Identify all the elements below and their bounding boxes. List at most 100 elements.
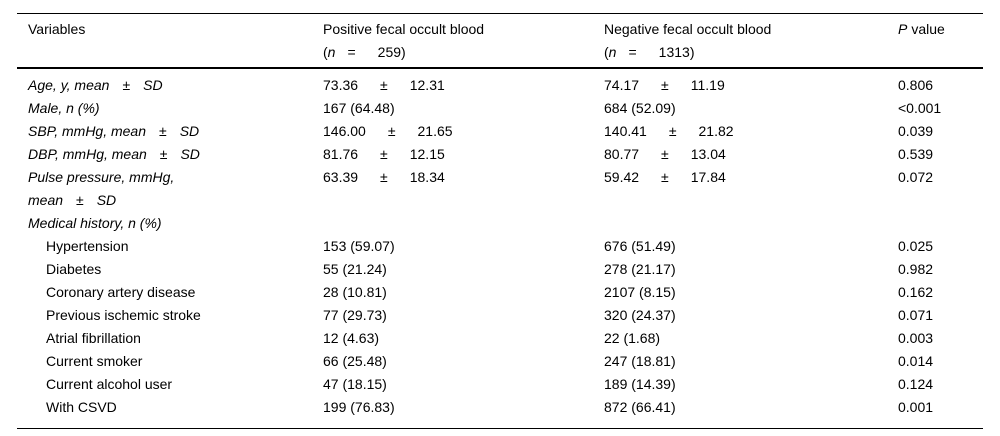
variable-label: Atrial fibrillation [46,330,141,346]
positive-value-cell: 28 (10.81) [323,281,604,304]
p-value-cell: 0.072 [898,166,983,212]
table-header: Variables Positive fecal occult blood (n… [17,14,983,69]
header-negative-n: (n = 1313) [604,41,894,64]
p-value-cell: 0.982 [898,258,983,281]
negative-value-cell: 676 (51.49) [604,235,898,258]
table-row: Medical history, n (%) [17,212,983,235]
p-value-cell: 0.124 [898,373,983,396]
sd-value: 21.65 [417,123,453,139]
p-value: 0.025 [898,238,934,254]
negative-value-cell: 278 (21.17) [604,258,898,281]
table-body: Age, y, mean ± SD 73.36 ±12.31 74.17 ±11.19 0.8… [17,69,983,428]
positive-value-cell [323,212,604,235]
p-value-cell [898,212,983,235]
plus-minus-symbol: ± [122,77,131,93]
header-variables: Variables [28,21,86,37]
p-value: 0.014 [898,353,934,369]
positive-value-cell: 73.36 ±12.31 [323,74,604,97]
table-row: Male, n (%) 167 (64.48) 684 (52.09) <0.001 [17,97,983,120]
equals-sign: = [347,44,356,60]
variable-label: SBP, mmHg, mean ± SD [28,123,200,139]
negative-value-cell: 684 (52.09) [604,97,898,120]
p-value: 0.039 [898,123,934,139]
p-value: <0.001 [898,100,942,116]
header-positive-n: (n = 259) [323,41,600,64]
p-value-cell: 0.025 [898,235,983,258]
paren-close: ) [401,44,406,60]
p-value-cell: 0.039 [898,120,983,143]
negative-value-cell: 80.77 ±13.04 [604,143,898,166]
plus-minus-symbol: ± [380,77,388,93]
table-row: Atrial fibrillation 12 (4.63) 22 (1.68) 0.0… [17,327,983,350]
header-positive-title: Positive fecal occult blood [323,21,485,37]
sd-value: 17.84 [690,169,726,185]
count-percent-value: 189 (14.39) [604,376,676,392]
plus-minus-symbol: ± [76,192,84,208]
positive-value-cell: 55 (21.24) [323,258,604,281]
count-percent-value: 278 (21.17) [604,261,676,277]
table-row: Previous ischemic stroke 77 (29.73) 320 (2… [17,304,983,327]
negative-value-cell: 189 (14.39) [604,373,898,396]
variable-label: Previous ischemic stroke [46,307,201,323]
p-value-cell: 0.001 [898,396,983,419]
mean-value: 80.77 [604,146,640,162]
mean-value: 63.39 [323,169,359,185]
plus-minus-symbol: ± [668,123,677,139]
negative-value-cell: 247 (18.81) [604,350,898,373]
n-count: 1313 [658,44,690,60]
p-value: 0.539 [898,146,934,162]
n-symbol: n [608,44,617,60]
plus-minus-symbol: ± [661,77,669,93]
p-value: 0.162 [898,284,934,300]
p-value-cell: 0.003 [898,327,983,350]
count-percent-value: 320 (24.37) [604,307,676,323]
count-percent-value: 47 (18.15) [323,376,387,392]
p-value-cell: 0.014 [898,350,983,373]
p-value-cell: 0.162 [898,281,983,304]
mean-value: 59.42 [604,169,640,185]
sd-value: 21.82 [698,123,734,139]
p-value: 0.806 [898,77,934,93]
table-row: With CSVD 199 (76.83) 872 (66.41) 0.001 [17,396,983,419]
count-percent-value: 22 (1.68) [604,330,661,346]
plus-minus-symbol: ± [380,146,388,162]
positive-value-cell: 63.39 ±18.34 [323,166,604,212]
count-percent-value: 199 (76.83) [323,399,395,415]
positive-value-cell: 146.00 ±21.65 [323,120,604,143]
positive-value-cell: 12 (4.63) [323,327,604,350]
table-row: Diabetes 55 (21.24) 278 (21.17) 0.982 [17,258,983,281]
header-negative-title: Negative fecal occult blood [604,21,772,37]
count-percent-value: 55 (21.24) [323,261,387,277]
plus-minus-symbol: ± [661,146,669,162]
positive-value-cell: 81.76 ±12.15 [323,143,604,166]
negative-value-cell: 872 (66.41) [604,396,898,419]
count-percent-value: 28 (10.81) [323,284,387,300]
p-value-cell: 0.806 [898,74,983,97]
negative-value-cell [604,212,898,235]
table-row: Current smoker 66 (25.48) 247 (18.81) 0.014 [17,350,983,373]
p-value-cell: 0.539 [898,143,983,166]
count-percent-value: 2107 (8.15) [604,284,676,300]
variable-label: Pulse pressure, mmHg, mean ± SD [28,169,175,208]
variable-label: Diabetes [46,261,102,277]
negative-value-cell: 2107 (8.15) [604,281,898,304]
plus-minus-symbol: ± [380,169,388,185]
variable-label: Hypertension [46,238,129,254]
n-count: 259 [377,44,402,60]
negative-value-cell: 22 (1.68) [604,327,898,350]
sd-value: 12.31 [409,77,445,93]
header-positive-group: Positive fecal occult blood (n = 259) [323,18,604,64]
count-percent-value: 684 (52.09) [604,100,676,116]
table-row: Age, y, mean ± SD 73.36 ±12.31 74.17 ±11.19 0.8… [17,74,983,97]
header-negative-group: Negative fecal occult blood (n = 1313) [604,18,898,64]
count-percent-value: 247 (18.81) [604,353,676,369]
variable-label: Male, n (%) [28,100,100,116]
p-value: 0.001 [898,399,934,415]
positive-value-cell: 199 (76.83) [323,396,604,419]
count-percent-value: 12 (4.63) [323,330,380,346]
paren-close: ) [689,44,695,60]
paren-open: ( [604,44,609,60]
mean-value: 74.17 [604,77,640,93]
p-value: 0.072 [898,169,934,185]
p-value-word: value [911,21,945,37]
